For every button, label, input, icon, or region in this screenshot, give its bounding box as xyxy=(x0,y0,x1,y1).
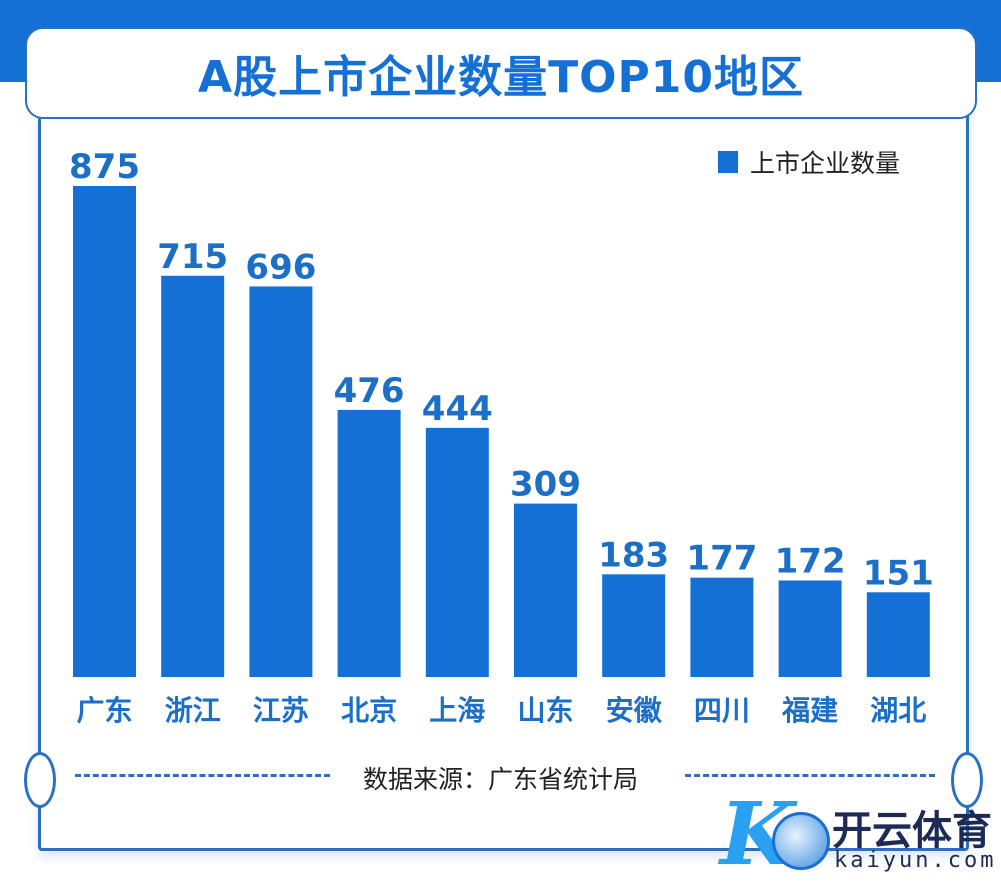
football-icon xyxy=(772,812,830,870)
chart-title: A股上市企业数量TOP10地区 xyxy=(198,52,804,103)
category-label: 湖北 xyxy=(870,694,926,727)
right-notch xyxy=(951,752,983,808)
data-label: 183 xyxy=(598,535,669,575)
bar-3 xyxy=(337,409,401,677)
bar-6 xyxy=(602,574,666,677)
bar-1 xyxy=(161,275,225,677)
divider-right xyxy=(685,774,935,777)
data-label: 444 xyxy=(422,389,493,429)
bar-0 xyxy=(73,186,136,677)
data-label: 177 xyxy=(686,539,757,579)
legend-label: 上市企业数量 xyxy=(750,149,900,178)
bar-4 xyxy=(425,427,489,677)
logo-text-en: kaiyun.com xyxy=(834,848,997,873)
watermark-logo: K 开云体育 kaiyun.com xyxy=(720,790,1000,890)
category-label: 江苏 xyxy=(253,694,309,727)
left-notch xyxy=(24,752,56,808)
data-label: 309 xyxy=(510,465,581,505)
category-label: 四川 xyxy=(694,694,750,727)
category-label: 北京 xyxy=(341,694,397,727)
data-label: 172 xyxy=(775,541,846,581)
source-note: 数据来源：广东省统计局 xyxy=(362,765,638,794)
bar-2 xyxy=(249,286,313,677)
bar-8 xyxy=(778,580,842,677)
legend-swatch xyxy=(718,151,738,173)
bar-7 xyxy=(690,577,754,677)
data-label: 875 xyxy=(69,147,140,187)
logo-text-cn: 开云体育 xyxy=(832,808,992,854)
divider-left xyxy=(75,774,330,777)
bar-5 xyxy=(514,503,577,677)
bar-9 xyxy=(866,592,930,677)
data-label: 476 xyxy=(334,371,405,411)
category-label: 浙江 xyxy=(165,694,221,727)
title-card: A股上市企业数量TOP10地区 xyxy=(25,27,977,119)
category-label: 广东 xyxy=(76,694,132,727)
category-label: 上海 xyxy=(429,694,485,727)
data-label: 715 xyxy=(157,237,228,277)
category-label: 山东 xyxy=(517,694,573,727)
data-label: 696 xyxy=(245,247,316,287)
category-label: 福建 xyxy=(781,694,838,727)
category-label: 安徽 xyxy=(606,694,663,727)
data-label: 151 xyxy=(863,553,934,593)
